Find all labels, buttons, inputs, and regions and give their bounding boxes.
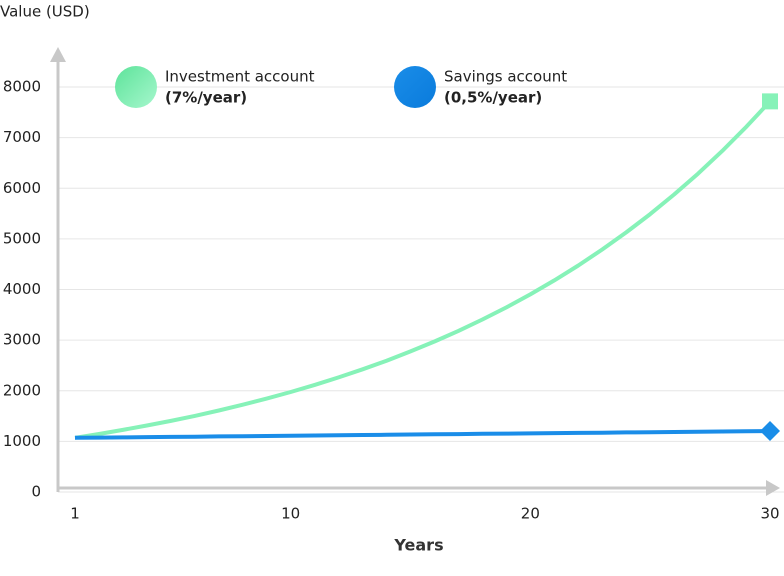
legend-swatch [115,66,157,108]
y-tick-label: 4000 [3,280,41,298]
end-marker [760,420,780,441]
series-line [74,100,772,440]
legend-swatch [394,66,436,108]
x-tick-label: 10 [281,505,300,523]
legend-note: (0,5%/year) [444,89,542,107]
y-tick-label: 6000 [3,179,41,197]
x-axis-label: Years [393,536,443,555]
y-axis-label: Value (USD) [0,3,90,21]
y-tick-label: 0 [31,483,41,501]
series-line [74,429,771,440]
x-tick-label: 30 [760,505,779,523]
y-tick-label: 7000 [3,128,41,146]
y-tick-label: 5000 [3,229,41,247]
x-axis-arrow [766,480,780,496]
x-tick-label: 20 [521,505,540,523]
y-tick-label: 2000 [3,381,41,399]
x-tick-label: 1 [70,505,80,523]
end-marker [762,93,778,110]
y-axis-arrow [50,47,66,62]
y-tick-label: 3000 [3,331,41,349]
legend-note: (7%/year) [165,89,247,107]
y-tick-label: 1000 [3,432,41,450]
y-tick-label: 8000 [3,78,41,96]
legend-label: Investment account [165,68,315,86]
legend-label: Savings account [444,68,567,86]
